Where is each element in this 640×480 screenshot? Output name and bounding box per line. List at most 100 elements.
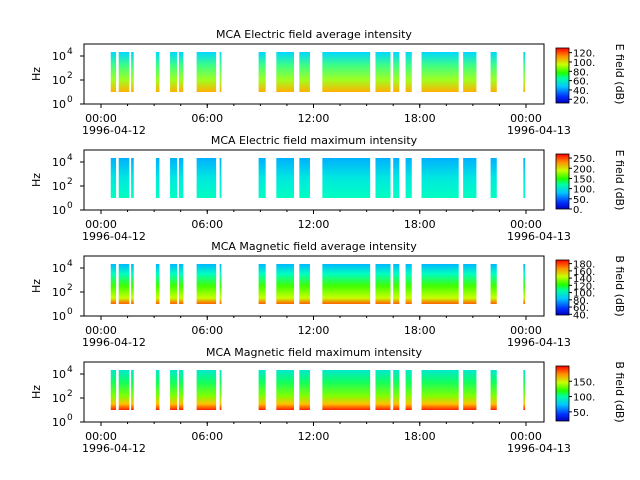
colorbar-tick-label: 250.	[573, 154, 595, 165]
y-axis-label: Hz	[30, 385, 43, 399]
x-tick-label: 00:00	[510, 430, 542, 443]
data-segment	[299, 264, 310, 304]
data-segment	[170, 52, 178, 92]
data-segment	[490, 52, 497, 92]
data-segment	[118, 158, 130, 198]
colorbar-tick-label: 150.	[573, 377, 595, 388]
data-segment	[421, 158, 459, 198]
y-tick-exponent: 2	[67, 177, 73, 187]
data-segment	[170, 264, 178, 304]
data-segment	[178, 370, 184, 410]
data-segment	[110, 370, 117, 410]
data-segment	[322, 158, 371, 198]
x-tick-label: 06:00	[191, 218, 223, 231]
data-segment	[131, 52, 134, 92]
data-segment	[523, 52, 526, 92]
data-segment	[258, 158, 266, 198]
colorbar-tick-label: 150.	[573, 174, 595, 185]
data-segment	[219, 264, 222, 304]
data-segment	[178, 264, 184, 304]
colorbar-tick-label: 120.	[573, 49, 595, 60]
x-tick-label: 12:00	[298, 112, 330, 125]
data-segment	[155, 52, 160, 92]
data-segment	[299, 52, 310, 92]
x-tick-label: 18:00	[404, 324, 436, 337]
y-tick-label: 10	[52, 74, 66, 87]
data-segment	[219, 370, 222, 410]
y-tick-label: 10	[52, 50, 66, 63]
data-segment	[322, 52, 371, 92]
x-tick-label: 06:00	[191, 430, 223, 443]
spectrogram-segments	[110, 52, 526, 92]
colorbar-tick-label: 20.	[573, 95, 589, 106]
data-segment	[375, 370, 391, 410]
x-date-label: 1996-04-13	[507, 124, 571, 137]
colorbar-tick-label: 60.	[573, 77, 589, 88]
data-segment	[110, 52, 117, 92]
panel-title: MCA Electric field maximum intensity	[211, 134, 418, 147]
data-segment	[375, 264, 391, 304]
data-segment	[155, 158, 160, 198]
colorbar-tick-label: 140.	[573, 274, 595, 285]
data-segment	[155, 264, 160, 304]
data-segment	[523, 264, 526, 304]
data-segment	[258, 370, 266, 410]
data-segment	[393, 370, 400, 410]
y-tick-exponent: 4	[67, 153, 73, 163]
data-segment	[405, 52, 412, 92]
x-tick-label: 12:00	[298, 430, 330, 443]
y-tick-exponent: 2	[67, 389, 73, 399]
data-segment	[299, 158, 310, 198]
y-tick-label: 10	[52, 204, 66, 217]
x-tick-label: 18:00	[404, 218, 436, 231]
y-axis-label: Hz	[30, 67, 43, 81]
y-tick-exponent: 4	[67, 365, 73, 375]
data-segment	[196, 52, 217, 92]
data-segment	[118, 264, 130, 304]
data-segment	[258, 52, 266, 92]
x-date-label: 1996-04-13	[507, 230, 571, 243]
y-tick-label: 10	[52, 180, 66, 193]
data-segment	[322, 264, 371, 304]
data-segment	[405, 158, 412, 198]
y-tick-exponent: 4	[67, 259, 73, 269]
colorbar-label: B field (dB)	[613, 361, 626, 422]
data-segment	[276, 264, 295, 304]
data-segment	[276, 370, 295, 410]
data-segment	[196, 264, 217, 304]
colorbar-tick-label: 0.	[573, 205, 583, 216]
x-tick-label: 12:00	[298, 324, 330, 337]
data-segment	[276, 158, 295, 198]
colorbar-label: E field (dB)	[613, 150, 626, 211]
x-tick-label: 00:00	[85, 112, 117, 125]
x-tick-label: 00:00	[510, 218, 542, 231]
data-segment	[118, 370, 130, 410]
colorbar-tick-label: 80.	[573, 296, 589, 307]
y-axis-label: Hz	[30, 173, 43, 187]
colorbar-tick-label: 60.	[573, 303, 589, 314]
data-segment	[299, 370, 310, 410]
colorbar-tick-label: 120.	[573, 281, 595, 292]
data-segment	[178, 158, 184, 198]
x-date-label: 1996-04-13	[507, 442, 571, 455]
colorbar-tick-label: 100.	[573, 289, 595, 300]
colorbar	[555, 153, 570, 210]
colorbar-label: B field (dB)	[613, 255, 626, 316]
colorbar-tick-label: 200.	[573, 164, 595, 175]
data-segment	[463, 158, 477, 198]
data-segment	[196, 370, 217, 410]
y-tick-exponent: 0	[67, 307, 73, 317]
x-tick-label: 00:00	[85, 324, 117, 337]
data-segment	[118, 52, 130, 92]
x-tick-label: 00:00	[510, 324, 542, 337]
data-segment	[219, 158, 222, 198]
data-segment	[110, 158, 117, 198]
data-segment	[219, 52, 222, 92]
data-segment	[523, 370, 526, 410]
colorbar-tick-label: 100.	[573, 393, 595, 404]
panel-title: MCA Magnetic field average intensity	[211, 240, 417, 253]
y-tick-label: 10	[52, 156, 66, 169]
